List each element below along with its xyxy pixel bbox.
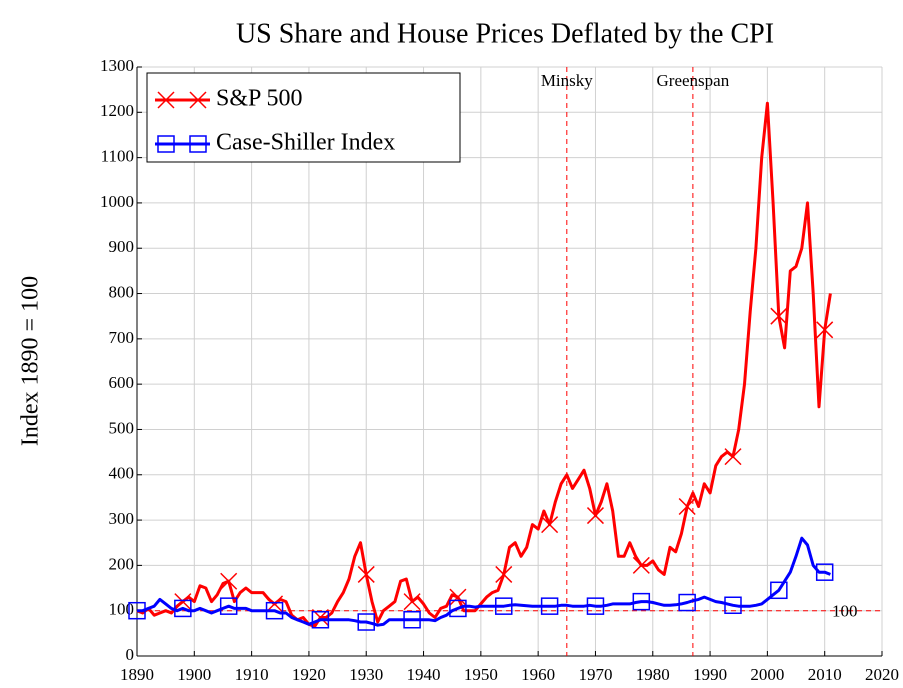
marker	[724, 448, 742, 466]
y-axis-label: Index 1890 = 100	[18, 276, 44, 446]
x-tick-label: 1910	[235, 665, 269, 684]
marker	[770, 307, 788, 325]
x-tick-label: 1970	[578, 665, 612, 684]
x-tick-label: 1990	[693, 665, 727, 684]
marker	[540, 597, 559, 615]
reference-label: Minsky	[541, 71, 593, 90]
marker	[219, 597, 238, 615]
marker	[632, 592, 651, 611]
marker	[357, 565, 375, 583]
x-tick-label: 1980	[636, 665, 670, 684]
x-tick-label: 1890	[120, 665, 154, 684]
marker	[189, 91, 207, 109]
marker	[678, 497, 696, 516]
x-tick-label: 1940	[407, 665, 441, 684]
marker	[816, 321, 834, 339]
marker	[311, 611, 330, 629]
marker	[403, 593, 421, 611]
y-tick-label: 1300	[100, 56, 134, 75]
x-tick-label: 1900	[177, 665, 211, 684]
y-tick-label: 1000	[100, 192, 134, 211]
marker	[265, 601, 284, 620]
x-tick-label: 1920	[292, 665, 326, 684]
legend: S&P 500 Case-Shiller Index	[146, 72, 461, 163]
y-tick-label: 1200	[100, 101, 134, 120]
marker	[403, 611, 421, 629]
reference-label: Greenspan	[657, 71, 730, 90]
y-tick-label: 600	[109, 373, 135, 392]
marker	[449, 599, 467, 618]
x-tick-label: 2010	[808, 665, 842, 684]
legend-label: Case-Shiller Index	[216, 130, 395, 156]
marker	[128, 601, 146, 620]
marker	[678, 593, 696, 612]
marker	[174, 599, 192, 618]
marker	[157, 135, 175, 153]
y-tick-label: 1100	[101, 147, 134, 166]
y-tick-label: 900	[109, 237, 135, 256]
marker	[724, 596, 742, 615]
marker	[770, 581, 788, 600]
legend-label: S&P 500	[216, 86, 302, 112]
x-tick-label: 1960	[521, 665, 555, 684]
marker	[495, 565, 513, 583]
x-tick-label: 1930	[349, 665, 383, 684]
marker	[586, 597, 605, 615]
marker	[815, 563, 834, 581]
marker	[541, 516, 559, 534]
marker	[449, 588, 467, 606]
y-tick-label: 200	[109, 554, 135, 573]
x-tick-label: 2020	[865, 665, 899, 684]
chart-title: US Share and House Prices Deflated by th…	[236, 18, 774, 49]
y-tick-label: 800	[109, 282, 135, 301]
y-tick-label: 400	[109, 464, 135, 483]
marker	[632, 556, 650, 574]
marker	[495, 597, 513, 615]
y-tick-label: 100	[109, 600, 135, 619]
marker	[586, 507, 604, 525]
marker	[157, 91, 175, 109]
reference-label: 100	[832, 602, 858, 621]
legend-box	[146, 72, 461, 163]
series-line	[136, 101, 832, 628]
y-tick-label: 500	[109, 418, 135, 437]
y-tick-label: 300	[109, 509, 135, 528]
marker	[220, 572, 238, 590]
marker	[189, 135, 207, 153]
x-tick-label: 2000	[750, 665, 784, 684]
y-tick-label: 0	[126, 645, 135, 664]
marker	[174, 593, 192, 611]
series-line	[137, 536, 831, 627]
x-tick-label: 1950	[464, 665, 498, 684]
y-tick-label: 700	[109, 328, 135, 347]
marker	[357, 613, 375, 631]
